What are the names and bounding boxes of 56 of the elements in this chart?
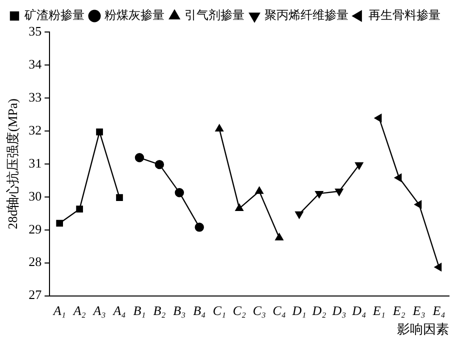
point [235, 204, 244, 212]
x-tick-label: C₂ [232, 303, 246, 318]
y-tick-label: 30 [28, 188, 42, 204]
point [414, 200, 422, 209]
y-tick-label: 29 [28, 221, 42, 236]
legend-label: 再生骨料掺量 [368, 8, 440, 22]
legend-label: 聚丙烯纤维掺量 [264, 8, 348, 22]
x-tick-label: B₄ [193, 303, 206, 318]
y-axis-title: 28d轴心抗压强度(MPa) [5, 98, 20, 230]
point [56, 220, 64, 227]
point [215, 124, 224, 132]
x-tick-label: A₁ [52, 303, 66, 318]
point [134, 153, 144, 162]
point [154, 160, 164, 170]
y-tick-label: 35 [28, 23, 42, 38]
y-tick-label: 31 [28, 155, 42, 170]
point [335, 188, 344, 196]
point [76, 206, 83, 213]
x-tick-label: B₂ [153, 303, 166, 318]
x-tick-label: A₂ [72, 303, 86, 318]
x-tick-label: B₃ [173, 303, 186, 318]
x-tick-label: A₃ [92, 303, 106, 318]
y-tick-label: 34 [28, 56, 42, 72]
y-tick-label: 28 [28, 254, 42, 270]
point [355, 162, 364, 170]
point [295, 211, 304, 219]
point [394, 174, 402, 182]
x-tick-label: D₂ [311, 303, 327, 318]
y-tick-label: 32 [28, 122, 42, 138]
x-tick-label: D₃ [331, 303, 346, 318]
point [275, 233, 284, 240]
y-tick-label: 27 [28, 287, 42, 302]
point [96, 128, 103, 136]
x-tick-label: E₁ [372, 303, 386, 318]
point [434, 263, 442, 272]
legend-label: 矿渣粉掺量 [24, 8, 84, 22]
point [374, 114, 382, 122]
point [174, 188, 184, 198]
x-tick-label: A₄ [112, 303, 126, 318]
legend-label: 粉煤灰掺量 [104, 8, 164, 22]
y-tick-label: 33 [28, 89, 42, 104]
x-tick-label: D₄ [351, 303, 367, 318]
x-tick-label: C₃ [252, 303, 266, 318]
x-tick-label: C₁ [212, 303, 226, 318]
x-tick-label: B₁ [133, 303, 146, 318]
x-tick-label: C₄ [272, 303, 286, 318]
point [194, 222, 204, 232]
x-tick-label: E₂ [392, 303, 406, 318]
x-axis-title: 影响因素 [397, 322, 449, 337]
point [315, 190, 324, 198]
legend-label: 引气剂掺量 [184, 8, 244, 22]
x-tick-label: D₁ [291, 303, 306, 318]
point [255, 186, 264, 194]
point [116, 194, 123, 201]
x-tick-label: E₄ [432, 303, 446, 318]
x-tick-label: E₃ [412, 303, 426, 318]
